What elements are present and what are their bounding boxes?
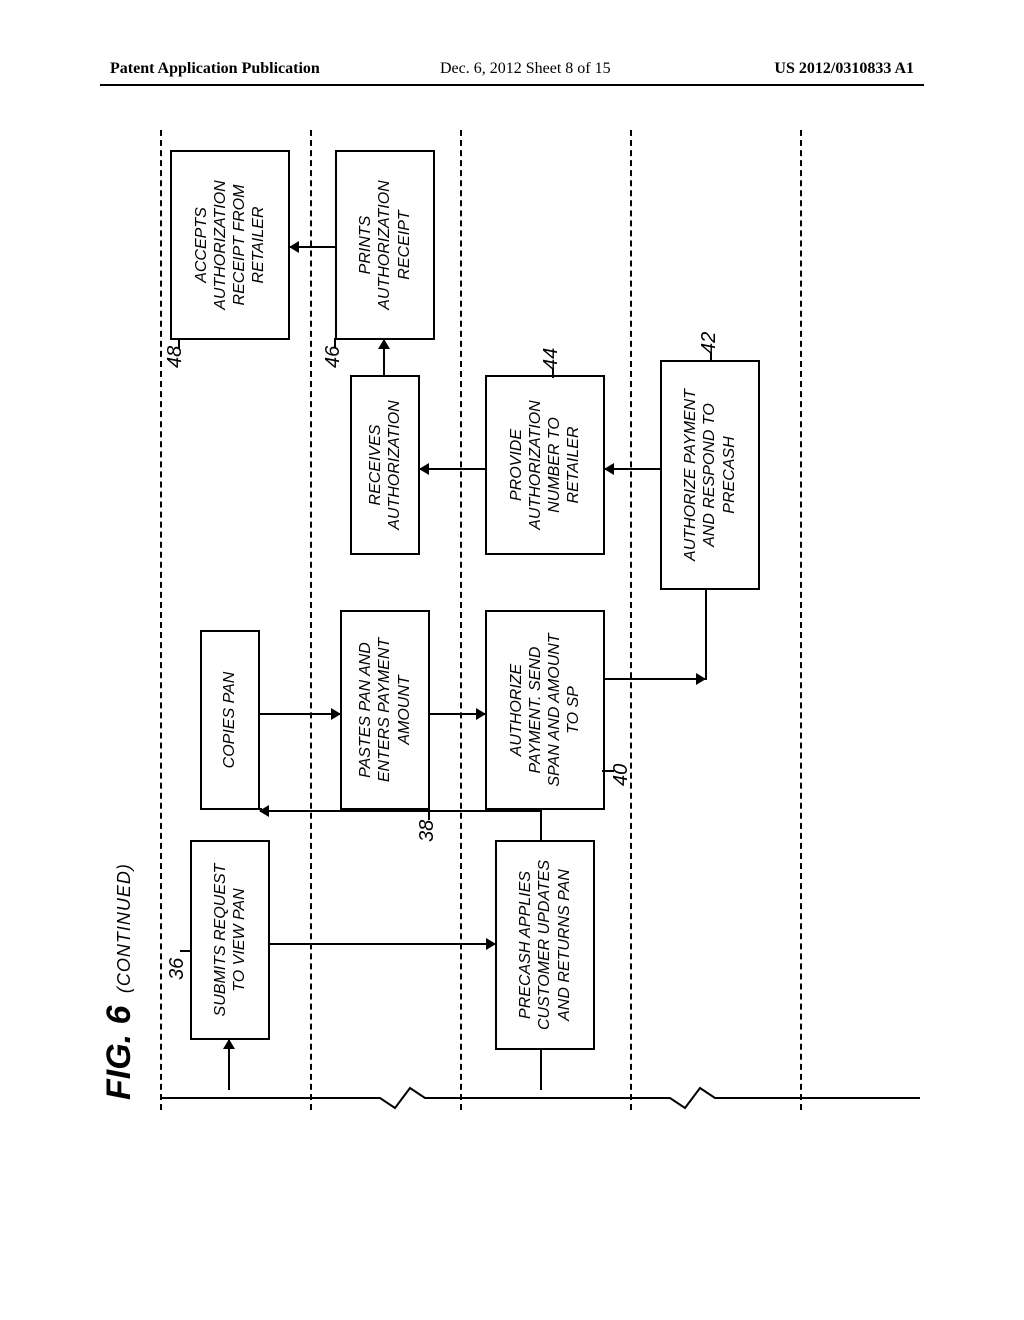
lane-divider — [160, 130, 162, 1110]
ref-42: 42 — [698, 332, 721, 354]
figure-canvas: FIG. 6 (CONTINUED) SUBMITS REQUESTTO VIE… — [100, 130, 930, 1110]
box-authorize-payment-send: AUTHORIZEPAYMENT. SENDSPAN AND AMOUNTTO … — [485, 610, 605, 810]
box-text: PRINTSAUTHORIZATIONRECEIPT — [356, 180, 414, 309]
box-text: PROVIDEAUTHORIZATIONNUMBER TORETAILER — [507, 400, 584, 529]
box-precash-applies: PRECASH APPLIESCUSTOMER UPDATESAND RETUR… — [495, 840, 595, 1050]
ref-48: 48 — [164, 346, 187, 368]
box-prints-auth: PRINTSAUTHORIZATIONRECEIPT — [335, 150, 435, 340]
ref-hook — [334, 338, 336, 348]
ref-hook — [602, 770, 614, 772]
lane-divider — [630, 130, 632, 1110]
arrow — [605, 678, 705, 680]
arrow — [383, 340, 385, 375]
connector — [540, 1048, 542, 1090]
arrow — [420, 468, 487, 470]
connector — [705, 588, 707, 680]
box-provide-auth-number: PROVIDEAUTHORIZATIONNUMBER TORETAILER — [485, 375, 605, 555]
connector — [260, 808, 262, 812]
arrow — [260, 810, 542, 812]
lane-divider — [310, 130, 312, 1110]
ref-38: 38 — [416, 820, 439, 842]
box-authorize-respond: AUTHORIZE PAYMENTAND RESPOND TOPRECASH — [660, 360, 760, 590]
ref-36: 36 — [166, 958, 189, 980]
figure-title-main: FIG. 6 — [100, 1006, 138, 1100]
arrow — [605, 468, 662, 470]
ref-46: 46 — [322, 346, 345, 368]
box-text: PRECASH APPLIESCUSTOMER UPDATESAND RETUR… — [516, 860, 574, 1030]
box-text: RECEIVESAUTHORIZATION — [366, 400, 404, 529]
ref-hook — [710, 352, 712, 362]
ref-hook — [180, 950, 192, 952]
header-rule — [100, 84, 924, 86]
figure-title-sub: (CONTINUED) — [114, 863, 134, 993]
rotated-figure: FIG. 6 (CONTINUED) SUBMITS REQUESTTO VIE… — [100, 130, 930, 1110]
ref-hook — [552, 368, 554, 378]
arrow — [228, 1040, 230, 1090]
ref-40: 40 — [610, 764, 633, 786]
box-text: COPIES PAN — [220, 672, 239, 769]
header-right: US 2012/0310833 A1 — [774, 60, 914, 78]
ref-hook — [178, 338, 180, 348]
box-copies-pan: COPIES PAN — [200, 630, 260, 810]
box-text: SUBMITS REQUESTTO VIEW PAN — [211, 864, 249, 1017]
page: Patent Application Publication Dec. 6, 2… — [0, 0, 1024, 1320]
box-accepts-auth: ACCEPTSAUTHORIZATIONRECEIPT FROMRETAILER — [170, 150, 290, 340]
box-text: AUTHORIZE PAYMENTAND RESPOND TOPRECASH — [681, 389, 739, 561]
header-center: Dec. 6, 2012 Sheet 8 of 15 — [440, 60, 611, 78]
box-text: AUTHORIZEPAYMENT. SENDSPAN AND AMOUNTTO … — [507, 633, 584, 786]
box-pastes-pan: PASTES PAN ANDENTERS PAYMENTAMOUNT — [340, 610, 430, 810]
arrow — [290, 246, 337, 248]
arrow — [270, 943, 495, 945]
header-left: Patent Application Publication — [110, 60, 320, 78]
arrow — [430, 713, 485, 715]
figure-title: FIG. 6 (CONTINUED) — [100, 863, 139, 1100]
lane-divider — [460, 130, 462, 1110]
ref-44: 44 — [540, 348, 563, 370]
box-receives-auth: RECEIVESAUTHORIZATION — [350, 375, 420, 555]
connector — [540, 810, 542, 840]
box-text: PASTES PAN ANDENTERS PAYMENTAMOUNT — [356, 638, 414, 782]
box-text: ACCEPTSAUTHORIZATIONRECEIPT FROMRETAILER — [192, 180, 269, 309]
arrow — [260, 713, 340, 715]
lane-divider — [800, 130, 802, 1110]
box-submits-request: SUBMITS REQUESTTO VIEW PAN — [190, 840, 270, 1040]
